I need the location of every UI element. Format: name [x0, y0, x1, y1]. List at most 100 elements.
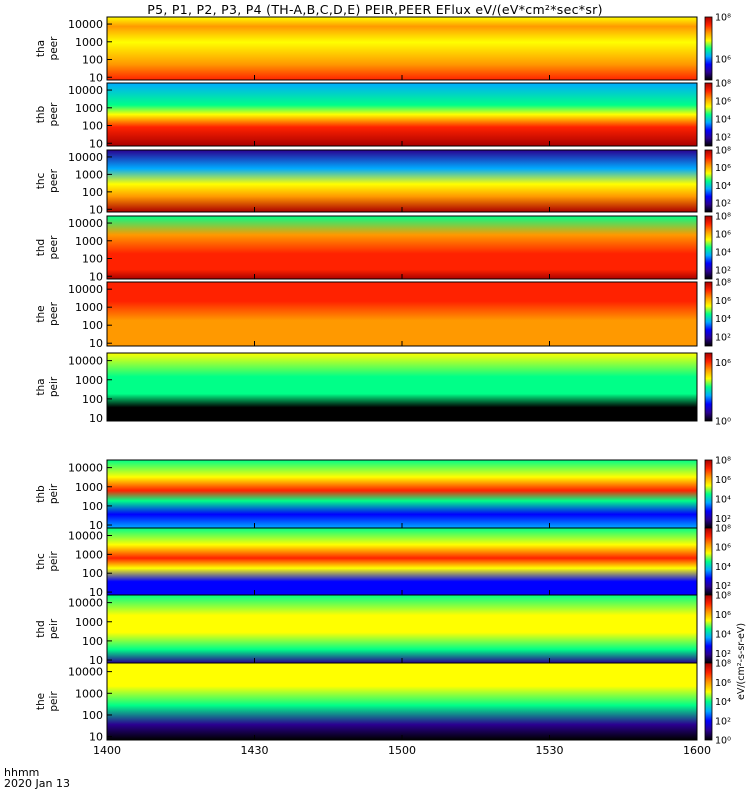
x-tick-label: 1500	[388, 744, 416, 757]
y-tick-label: 100	[82, 186, 103, 199]
x-tick-label: 1600	[683, 744, 711, 757]
y-tick-label: 1000	[75, 36, 103, 49]
panels: 10 100 1000 10000 tha peer 10⁶ 10⁸ 10 100 1000 1000…	[35, 13, 731, 747]
colorbar-tick-label: 10⁶	[715, 97, 731, 108]
colorbar-tick-label: 10²	[715, 133, 731, 144]
spectrogram-the-peir	[107, 663, 697, 740]
colorbar-thb-peir	[704, 459, 713, 529]
y-tick-label: 100	[82, 500, 103, 513]
time-unit-label: hhmm	[4, 766, 40, 779]
colorbar-tick-label: 10⁰	[715, 417, 731, 428]
colorbar-thd-peer	[704, 215, 713, 280]
y-tick-label: 10	[89, 731, 103, 744]
spectrogram-the-peer	[107, 282, 697, 346]
y-tick-label: 1000	[75, 687, 103, 700]
panel-ylabel-probe: thc	[35, 173, 47, 190]
y-tick-label: 10	[89, 270, 103, 283]
panel-ylabel-product: peir	[48, 483, 60, 504]
colorbar-thc-peer	[704, 149, 713, 213]
x-tick-label: 1400	[93, 744, 121, 757]
colorbar-thd-peir	[704, 594, 713, 664]
colorbar-tick-label: 10²	[715, 581, 731, 592]
panel-ylabel-product: peer	[48, 168, 60, 193]
colorbar-tha-peir	[704, 352, 713, 422]
y-tick-label: 100	[82, 709, 103, 722]
spectrogram-thb-peer	[107, 83, 697, 146]
panel-ylabel-probe: thb	[35, 485, 47, 503]
colorbar-tick-label: 10⁶	[715, 543, 731, 554]
y-tick-label: 10000	[68, 597, 103, 610]
colorbar-tick-label: 10⁴	[715, 248, 731, 259]
y-tick-label: 100	[82, 319, 103, 332]
colorbar-units-label: eV/(cm²-s-sr-eV)	[736, 623, 747, 700]
y-tick-label: 10	[89, 203, 103, 216]
y-tick-label: 1000	[75, 168, 103, 181]
panel-ylabel-probe: thd	[35, 620, 47, 637]
y-tick-label: 1000	[75, 235, 103, 248]
y-tick-label: 10000	[68, 217, 103, 230]
colorbar-tick-label: 10⁶	[715, 230, 731, 241]
spectrogram-tha-peer	[107, 17, 697, 80]
colorbar-tick-label: 10⁶	[715, 610, 731, 621]
y-tick-label: 100	[82, 393, 103, 406]
colorbar-tick-label: 10⁴	[715, 494, 731, 505]
colorbar-tick-label: 10⁸	[715, 13, 731, 24]
spectrogram-thc-peir	[107, 528, 697, 595]
y-tick-label: 100	[82, 120, 103, 133]
panel-ylabel-product: peir	[48, 551, 60, 572]
spectrogram-tha-peir	[107, 353, 697, 421]
colorbar-tick-label: 10⁴	[715, 314, 731, 325]
spectrogram-thd-peer	[107, 216, 697, 279]
colorbar-thc-peir	[704, 527, 713, 596]
panel-ylabel-probe: the	[35, 305, 47, 322]
colorbar-tick-label: 10²	[715, 332, 731, 343]
panel-ylabel-probe: tha	[35, 378, 47, 395]
panel-thd-peer: 10 100 1000 10000 thd peer 10² 10⁴ 10⁶ 10⁸	[35, 212, 731, 284]
panel-ylabel-product: peer	[48, 235, 60, 260]
y-tick-label: 10	[89, 654, 103, 667]
y-tick-label: 10	[89, 137, 103, 150]
y-tick-label: 1000	[75, 616, 103, 629]
colorbar-tick-label: 10⁶	[715, 678, 731, 689]
colorbar-tick-label: 10²	[715, 514, 731, 525]
panel-ylabel-probe: thc	[35, 553, 47, 570]
colorbar-tick-label: 10⁶	[715, 296, 731, 307]
colorbar-tick-label: 10⁰	[715, 736, 731, 747]
colorbar-tick-label: 10⁸	[715, 79, 731, 90]
y-tick-label: 10000	[68, 84, 103, 97]
y-tick-label: 1000	[75, 481, 103, 494]
x-axis: 1400 1430 1500 1530 1600	[93, 75, 711, 757]
y-tick-label: 100	[82, 253, 103, 266]
colorbar-tick-label: 10²	[715, 716, 731, 727]
colorbar-tick-label: 10⁶	[715, 358, 731, 369]
panel-thc-peir: 10 100 1000 10000 thc peir 10² 10⁴ 10⁶ 10⁸	[35, 524, 731, 600]
colorbar-tick-label: 10⁸	[715, 212, 731, 223]
colorbar-tick-label: 10⁴	[715, 697, 731, 708]
colorbar-tick-label: 10²	[715, 199, 731, 210]
colorbar-tick-label: 10⁸	[715, 146, 731, 157]
spectrogram-thd-peir	[107, 595, 697, 663]
y-tick-label: 10000	[68, 666, 103, 679]
panel-ylabel-probe: thb	[35, 105, 47, 123]
panel-ylabel-probe: thd	[35, 239, 47, 256]
colorbar-tick-label: 10⁸	[715, 278, 731, 289]
panel-thc-peer: 10 100 1000 10000 thc peer 10² 10⁴ 10⁶ 10⁸	[35, 146, 731, 217]
colorbar-tha-peer	[704, 16, 713, 81]
colorbar-tick-label: 10⁴	[715, 629, 731, 640]
y-tick-label: 10	[89, 586, 103, 599]
panel-the-peir: 10 100 1000 10000 the peir 10⁰ 10² 10⁴ 10⁶ 10⁸	[35, 659, 731, 747]
panel-ylabel-product: peir	[48, 691, 60, 712]
colorbar-tick-label: 10²	[715, 266, 731, 277]
panel-ylabel-product: peer	[48, 102, 60, 127]
colorbar-tick-label: 10⁶	[715, 55, 731, 66]
y-tick-label: 10000	[68, 151, 103, 164]
colorbar-tick-label: 10⁶	[715, 163, 731, 174]
colorbar-tick-label: 10⁸	[715, 591, 731, 602]
y-tick-label: 10	[89, 71, 103, 84]
y-tick-label: 10000	[68, 18, 103, 31]
colorbar-tick-label: 10⁸	[715, 456, 731, 467]
colorbar-tick-label: 10⁶	[715, 475, 731, 486]
y-tick-label: 1000	[75, 374, 103, 387]
panel-thb-peer: 10 100 1000 10000 thb peer 10² 10⁴ 10⁶ 10⁸	[35, 79, 731, 151]
x-axis-footer: hhmm 2020 Jan 13	[4, 767, 70, 789]
